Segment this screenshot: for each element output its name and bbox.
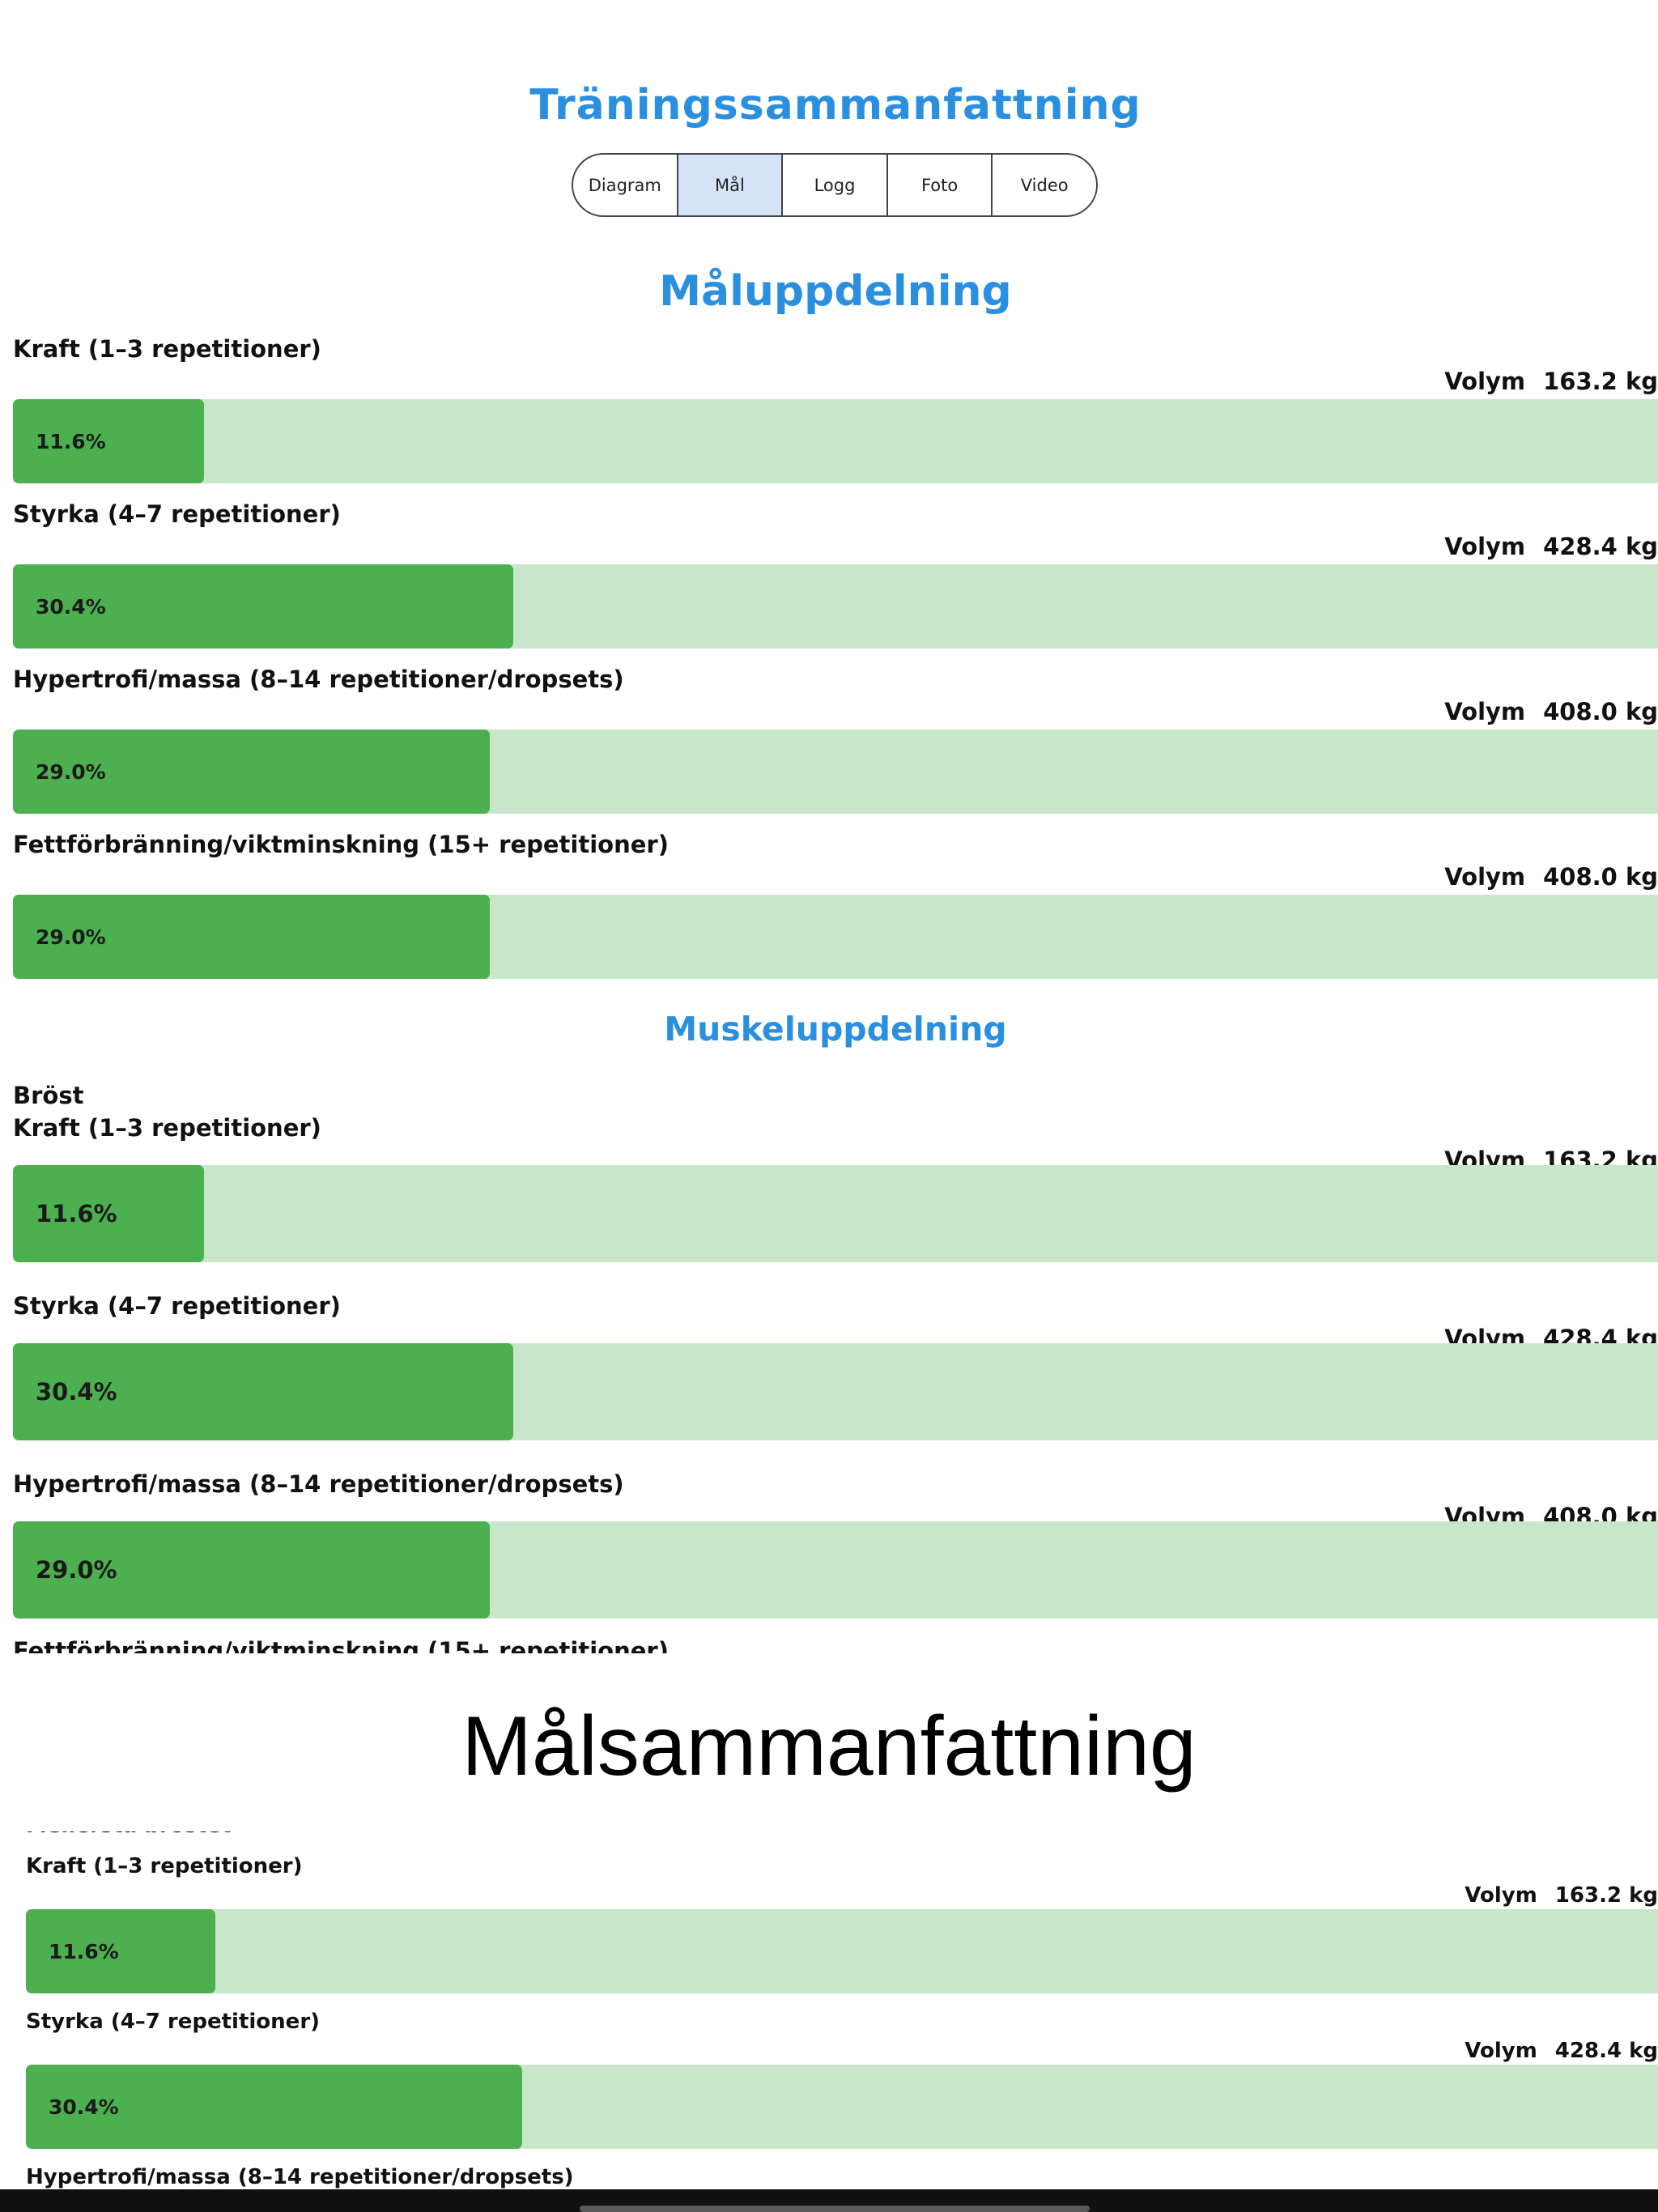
muscle-percent-label: 29.0%	[36, 1556, 117, 1584]
muscle-percent-label: 30.4%	[36, 1378, 117, 1406]
goal-summary-title: Målsammanfattning	[461, 1699, 1197, 1793]
goal-percent-label: 29.0%	[36, 925, 106, 949]
home-indicator[interactable]	[580, 2206, 1090, 2212]
muscle-name: Mellersta bröstet	[26, 1831, 232, 1838]
goal-percent-label: 29.0%	[36, 759, 106, 784]
lower-category-label: Styrka (4–7 repetitioner)	[26, 2010, 321, 2034]
goal-progress-fill	[13, 895, 491, 979]
muscle-progress-bar: 29.0%	[13, 1521, 1658, 1619]
muscle-breakdown-title: Muskeluppdelning	[664, 1010, 1007, 1049]
muscle-breakdown-scroll[interactable]: Bröst Kraft (1–3 repetitioner) Volym 163.…	[0, 1082, 1658, 1653]
lower-progress-bar: 30.4%	[26, 2065, 1658, 2149]
muscle-progress-bar: 30.4%	[13, 1343, 1658, 1440]
goal-progress-fill	[13, 399, 204, 483]
goal-volume: Volym 163.2 kg	[1444, 368, 1658, 395]
tab-photo[interactable]: Foto	[888, 155, 993, 215]
goal-category-label: Kraft (1–3 repetitioner)	[13, 335, 321, 363]
muscle-progress-fill	[13, 1343, 513, 1440]
tab-video[interactable]: Video	[1020, 175, 1069, 195]
tab-goals[interactable]: Mål	[678, 155, 784, 215]
lower-percent-label: 11.6%	[49, 1939, 119, 1963]
lower-progress-fill	[26, 2065, 522, 2149]
muscle-category-label: Hypertrofi/massa (8–14 repetitioner/drop…	[13, 1470, 624, 1498]
tab-log[interactable]: Logg	[783, 155, 888, 215]
goal-progress-fill	[13, 730, 491, 814]
muscle-progress-fill	[13, 1165, 204, 1262]
lower-category-label: Hypertrofi/massa (8–14 repetitioner/drop…	[26, 2165, 574, 2189]
muscle-percent-label: 11.6%	[36, 1200, 117, 1227]
muscle-category-label: Kraft (1–3 repetitioner)	[13, 1114, 321, 1142]
lower-percent-label: 30.4%	[49, 2095, 119, 2119]
goal-summary-scroll[interactable]: Mellersta bröstet Kraft (1–3 repetitione…	[0, 1831, 1658, 2193]
goal-progress-fill	[13, 564, 513, 649]
tab-bar: Diagram Mål Logg Foto Video	[572, 153, 1098, 217]
muscle-name: Bröst	[13, 1082, 84, 1109]
tab-diagram[interactable]: Diagram	[573, 155, 678, 215]
goal-progress-bar: 11.6%	[13, 399, 1658, 483]
goal-volume: Volym 428.4 kg	[1444, 533, 1658, 560]
lower-progress-fill	[26, 1909, 215, 1993]
goal-progress-bar: 30.4%	[13, 564, 1658, 649]
lower-progress-bar: 11.6%	[26, 1909, 1658, 1993]
lower-volume: Volym 428.4 kg	[1465, 2039, 1658, 2063]
goal-percent-label: 11.6%	[36, 429, 106, 453]
goal-breakdown-title: Måluppdelning	[659, 267, 1012, 316]
lower-volume: Volym 163.2 kg	[1465, 1883, 1658, 1908]
lower-category-label: Kraft (1–3 repetitioner)	[26, 1854, 303, 1878]
goal-progress-bar: 29.0%	[13, 895, 1658, 979]
goal-volume: Volym 408.0 kg	[1444, 863, 1658, 891]
muscle-category-label: Fettförbränning/viktminskning (15+ repet…	[13, 1637, 669, 1653]
page-title: Träningssammanfattning	[529, 81, 1141, 130]
goal-volume: Volym 408.0 kg	[1444, 698, 1658, 725]
goal-category-label: Styrka (4–7 repetitioner)	[13, 500, 341, 528]
muscle-progress-bar: 11.6%	[13, 1165, 1658, 1262]
goal-progress-bar: 29.0%	[13, 730, 1658, 814]
goal-percent-label: 30.4%	[36, 594, 106, 619]
muscle-progress-fill	[13, 1521, 491, 1619]
goal-category-label: Hypertrofi/massa (8–14 repetitioner/drop…	[13, 666, 624, 693]
goal-category-label: Fettförbränning/viktminskning (15+ repet…	[13, 831, 669, 858]
muscle-category-label: Styrka (4–7 repetitioner)	[13, 1292, 341, 1320]
